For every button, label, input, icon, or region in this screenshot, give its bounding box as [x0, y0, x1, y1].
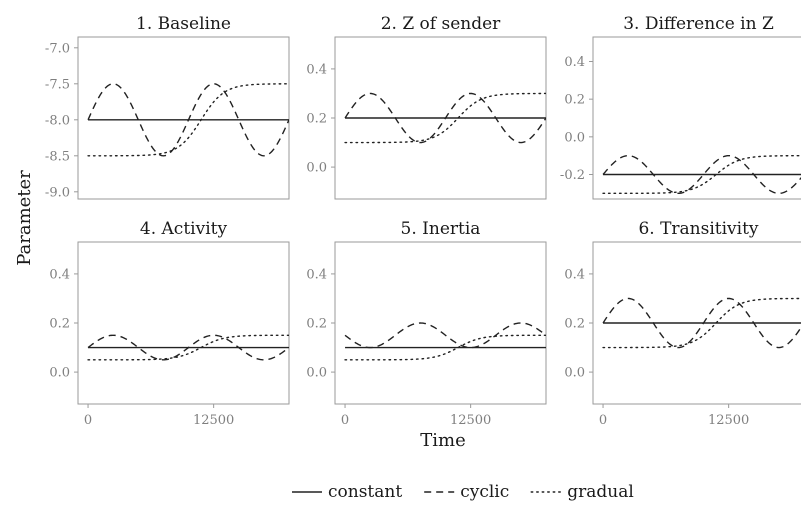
y-tick-label: 0.4 [49, 267, 70, 282]
y-tick-label: 0.2 [564, 93, 585, 108]
panel-1: 1. Baseline -9.0 -8.5 -8.0 -7.5 -7.0 [45, 14, 290, 200]
x-axis-label: Time [420, 430, 465, 451]
legend: constant cyclic gradual [292, 482, 634, 502]
panel-title: 2. Z of sender [381, 14, 501, 34]
series-line-gradual [87, 334, 289, 361]
x-tick-label: 12500 [708, 413, 749, 428]
x-tick-label: 0 [341, 413, 349, 428]
y-tick-label: -7.0 [45, 41, 70, 56]
series-line-cyclic [344, 322, 546, 349]
panel-2: 2. Z of sender 0.0 0.2 0.4 [306, 14, 547, 200]
series-group [87, 334, 289, 361]
series-line-gradual [87, 83, 289, 157]
panel-6: 6. Transitivity 0.0 0.2 0.4 0 12500 [564, 219, 801, 428]
panel-title: 5. Inertia [401, 219, 481, 239]
panel-title: 1. Baseline [136, 14, 231, 34]
panel-frame [334, 241, 547, 405]
x-tick-label: 12500 [193, 413, 234, 428]
y-tick-label: 0.2 [564, 317, 585, 332]
y-tick-label: -8.0 [45, 113, 70, 128]
y-tick-label: 0.0 [306, 161, 327, 176]
series-line-gradual [602, 297, 801, 349]
legend-label-gradual: gradual [567, 482, 634, 502]
legend-label-cyclic: cyclic [460, 482, 509, 502]
panel-title: 3. Difference in Z [623, 14, 774, 34]
y-tick-label: 0.0 [306, 366, 327, 381]
y-tick-label: 0.2 [49, 317, 70, 332]
series-group [344, 92, 546, 144]
series-line-cyclic [344, 92, 546, 144]
panel-title: 6. Transitivity [638, 219, 758, 239]
y-tick-label: 0.4 [564, 267, 585, 282]
series-group [87, 83, 289, 157]
panel-title: 4. Activity [140, 219, 228, 239]
panels-group: 1. Baseline -9.0 -8.5 -8.0 -7.5 -7.0 2. Z of s… [45, 14, 801, 428]
y-tick-label: 0.4 [306, 267, 327, 282]
series-line-cyclic [602, 297, 801, 349]
panel-frame [592, 36, 801, 200]
series-line-cyclic [602, 154, 801, 195]
series-group [344, 322, 546, 361]
panel-5: 5. Inertia 0.0 0.2 0.4 0 12500 [306, 219, 547, 428]
y-tick-label: 0.4 [564, 55, 585, 70]
panel-4: 4. Activity 0.0 0.2 0.4 0 12500 [49, 219, 290, 428]
x-tick-label: 12500 [450, 413, 491, 428]
y-tick-label: -7.5 [45, 77, 70, 92]
y-tick-label: 0.0 [564, 366, 585, 381]
y-tick-label: 0.0 [49, 366, 70, 381]
y-axis-label: Parameter [14, 170, 35, 266]
y-tick-label: -0.2 [560, 168, 585, 183]
legend-label-constant: constant [328, 482, 402, 502]
y-tick-label: 0.4 [306, 62, 327, 77]
x-tick-label: 0 [599, 413, 607, 428]
y-tick-label: 0.2 [306, 112, 327, 127]
y-tick-label: -8.5 [45, 149, 70, 164]
series-group [602, 297, 801, 349]
series-group [602, 154, 801, 195]
panel-frame [77, 241, 290, 405]
panel-frame [77, 36, 290, 200]
series-line-gradual [602, 155, 801, 195]
series-line-gradual [344, 334, 546, 361]
x-tick-label: 0 [84, 413, 92, 428]
series-line-cyclic [87, 334, 289, 361]
panel-3: 3. Difference in Z -0.2 0.0 0.2 0.4 [560, 14, 801, 200]
series-line-gradual [344, 92, 546, 144]
y-tick-label: 0.2 [306, 317, 327, 332]
y-tick-label: -9.0 [45, 185, 70, 200]
series-line-cyclic [87, 83, 289, 157]
y-tick-label: 0.0 [564, 130, 585, 145]
